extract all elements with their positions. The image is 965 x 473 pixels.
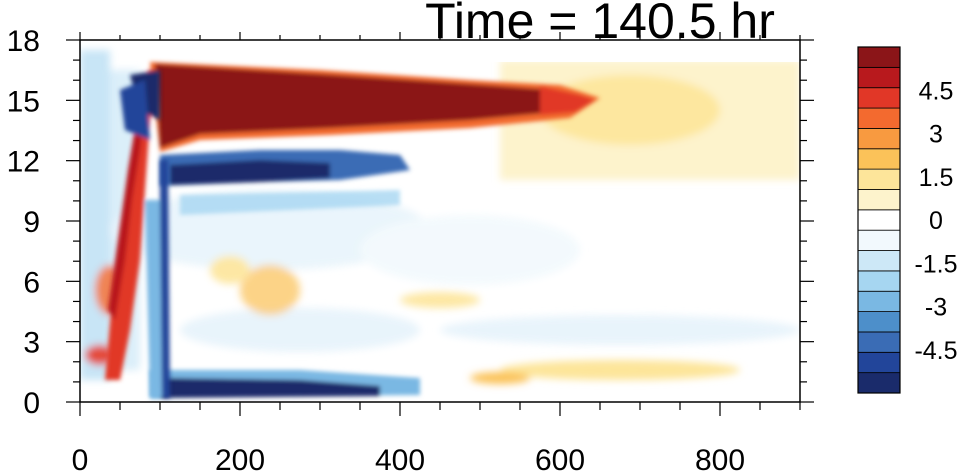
colorbar-swatch xyxy=(857,128,901,150)
y-axis: 0 3 6 9 12 15 18 xyxy=(7,25,814,420)
colorbar-label: -3 xyxy=(925,294,947,322)
colorbar-label: 3 xyxy=(929,121,943,149)
colorbar-swatch xyxy=(857,331,901,353)
colorbar-swatch xyxy=(857,311,901,333)
colorbar-label: 0 xyxy=(929,207,943,235)
colorbar-swatch xyxy=(857,189,901,211)
y-tick-label: 15 xyxy=(7,85,40,118)
colorbar-label: -1.5 xyxy=(914,250,957,278)
x-tick-label: 800 xyxy=(695,444,745,473)
colorbar-swatch xyxy=(857,290,901,312)
colorbar-label: 1.5 xyxy=(919,164,954,192)
contour-field xyxy=(80,40,800,402)
colorbar-swatch xyxy=(857,209,901,231)
chart-title: Time = 140.5 hr xyxy=(425,0,775,49)
colorbar-frame xyxy=(857,46,901,394)
y-tick-label: 12 xyxy=(7,146,40,179)
x-tick-label: 200 xyxy=(215,444,265,473)
colorbar-swatch xyxy=(857,229,901,251)
y-tick-label: 9 xyxy=(23,206,40,239)
colorbar-swatch xyxy=(857,270,901,292)
colorbar-swatch xyxy=(857,66,901,89)
colorbar-swatch xyxy=(857,250,901,272)
x-tick-label: 600 xyxy=(535,444,585,473)
colorbar-swatch xyxy=(857,351,901,374)
colorbar-swatch xyxy=(857,148,901,170)
colorbar-swatch xyxy=(857,46,901,68)
y-tick-label: 0 xyxy=(23,387,40,420)
x-tick-label: 0 xyxy=(72,444,89,473)
colorbar-swatch xyxy=(857,168,901,190)
y-tick-label: 6 xyxy=(23,266,40,299)
colorbar-swatch xyxy=(857,372,901,394)
colorbar-swatch xyxy=(857,87,901,109)
colorbar: 4.5 3 1.5 0 -1.5 -3 -4.5 xyxy=(857,46,958,394)
x-axis: 0 200 400 600 800 xyxy=(72,32,801,473)
colorbar-swatch xyxy=(857,107,901,129)
x-tick-label: 400 xyxy=(375,444,425,473)
colorbar-label: -4.5 xyxy=(914,337,957,365)
y-tick-label: 18 xyxy=(7,25,40,58)
y-tick-label: 3 xyxy=(23,327,40,360)
colorbar-label: 4.5 xyxy=(919,77,954,105)
